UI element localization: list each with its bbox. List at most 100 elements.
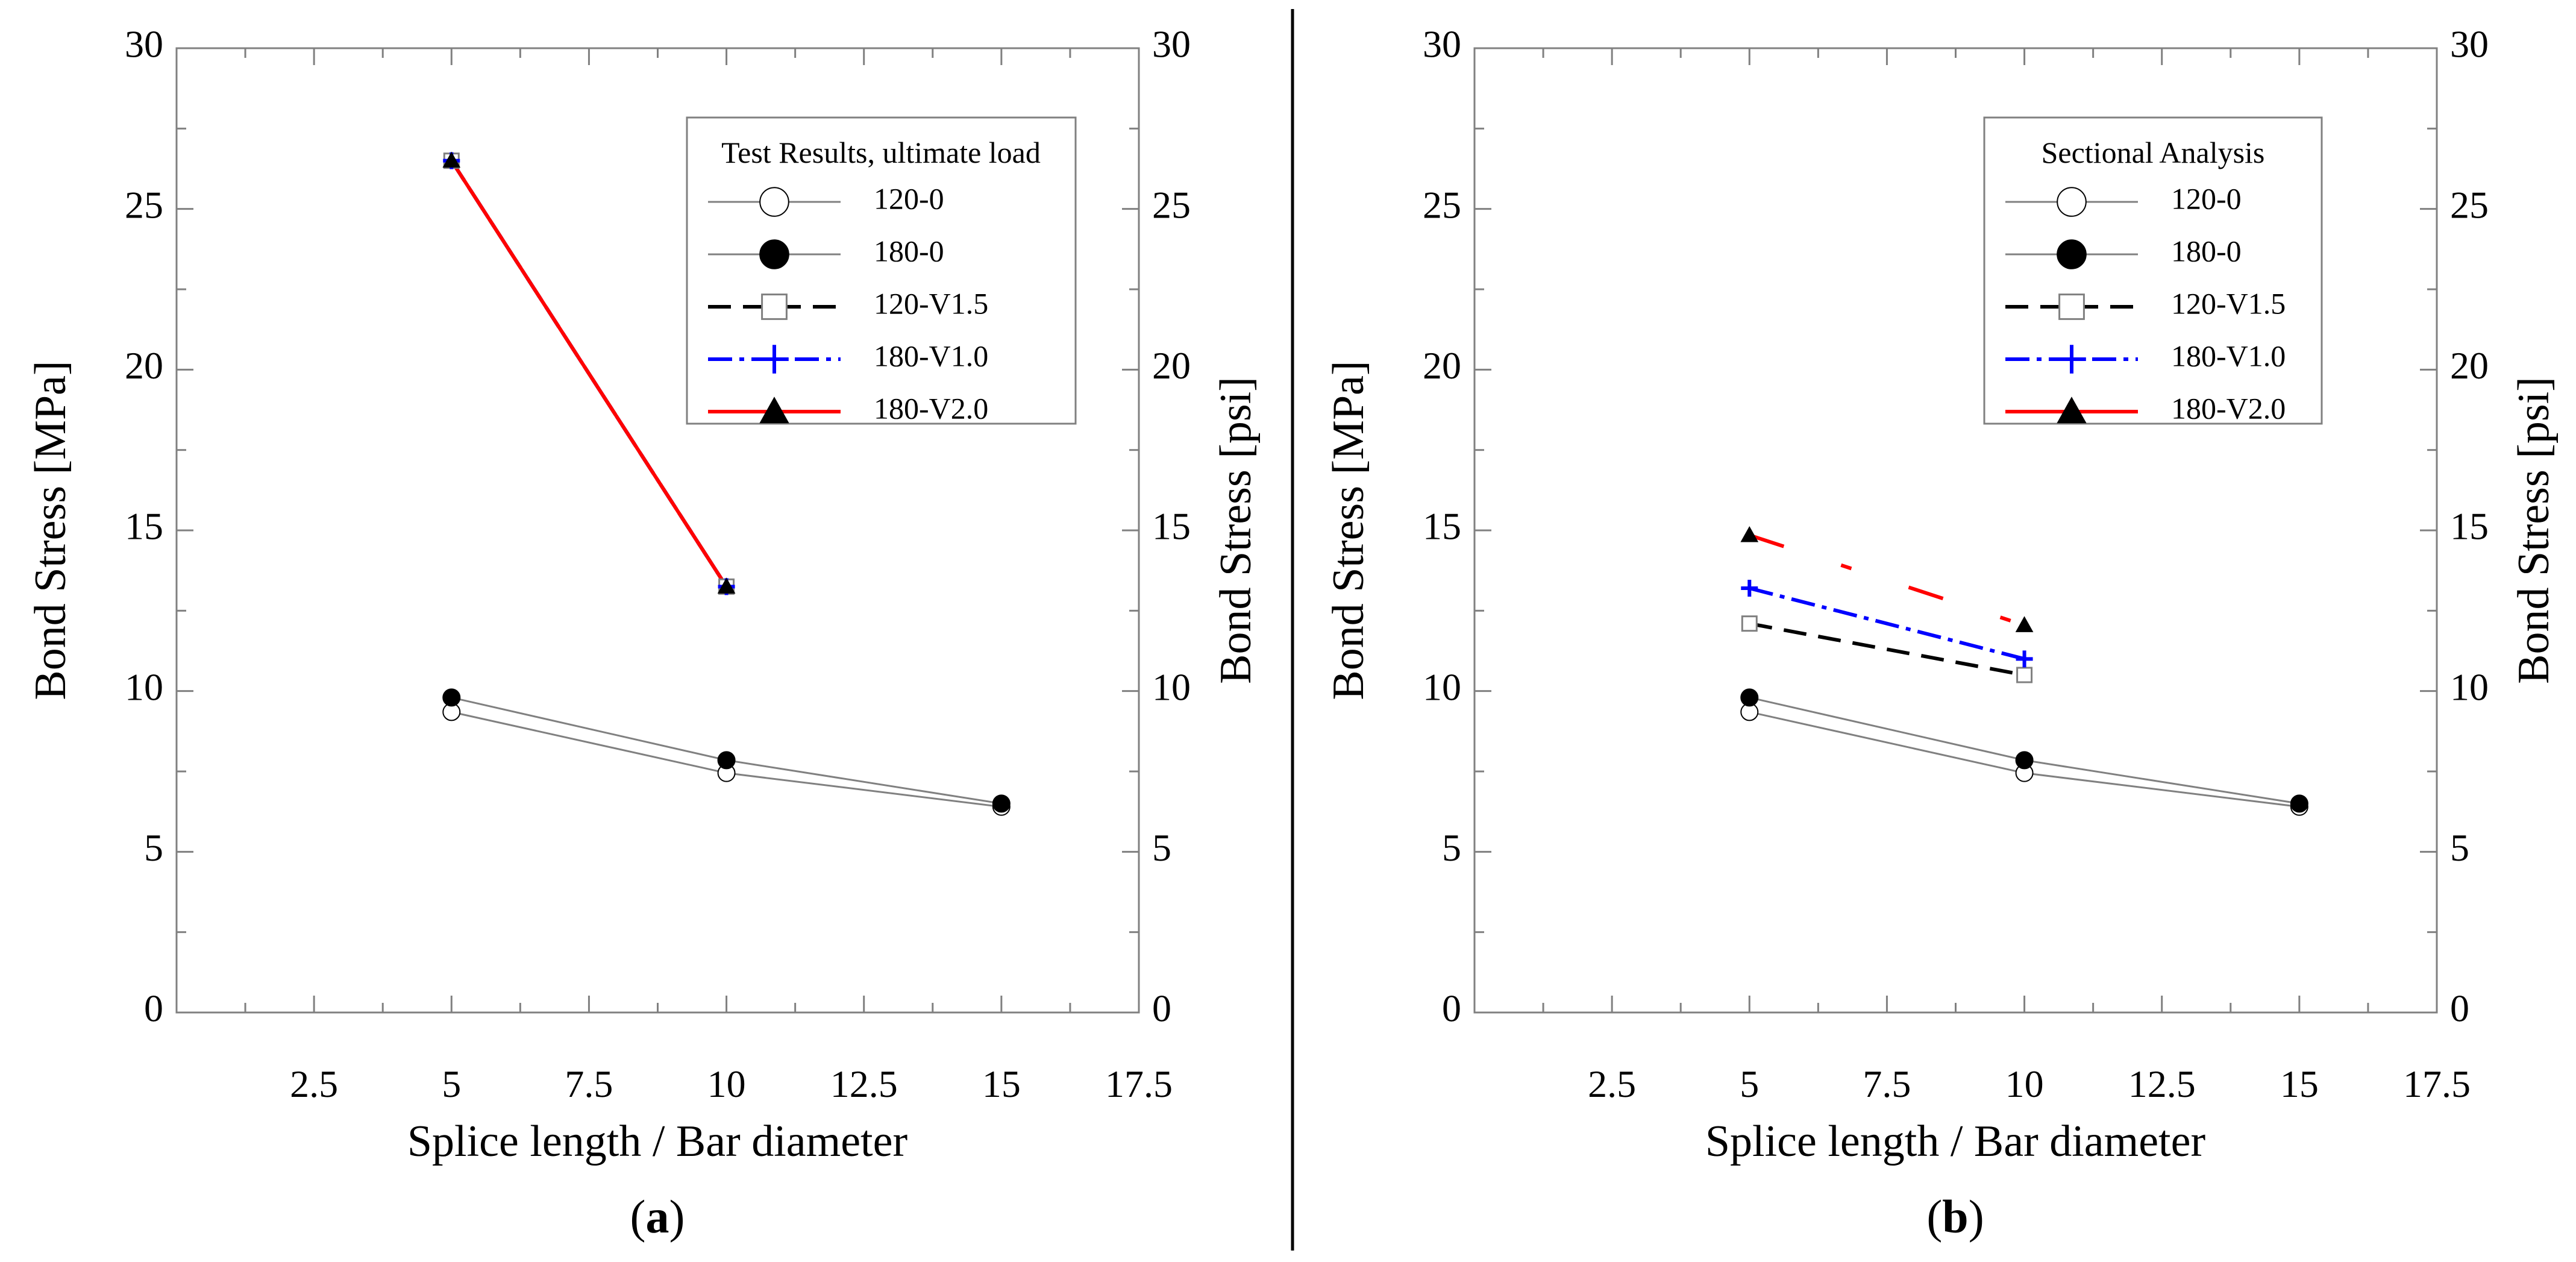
y-tick-labels-left: 0 5 10 15 20 25 30 xyxy=(1423,23,1461,1030)
x-axis-title: Splice length / Bar diameter xyxy=(1705,1117,2205,1166)
panel-b: 0 5 10 15 20 25 30 0 5 10 15 20 25 30 2.… xyxy=(1324,23,2559,1243)
y-tick-label-right: 0 xyxy=(2450,987,2469,1030)
x-tick-label: 2.5 xyxy=(290,1063,338,1105)
y-axis-title-left: Bond Stress [MPa] xyxy=(1324,360,1373,700)
legend-marker-180-V2.0 xyxy=(759,397,789,424)
y-tick-label: 20 xyxy=(1423,344,1461,387)
legend-label: 180-0 xyxy=(2171,234,2242,268)
y-tick-label: 10 xyxy=(1423,665,1461,708)
y-tick-label: 20 xyxy=(125,344,163,387)
data-point-180-V2.0 xyxy=(2015,616,2034,632)
x-tick-label: 15 xyxy=(2280,1063,2319,1105)
series-line-180-V2.0 xyxy=(1749,533,2025,627)
legend-label: 120-0 xyxy=(874,181,944,215)
legend-label: 120-V1.5 xyxy=(874,286,988,320)
data-point-180-V1.0 xyxy=(1741,580,1758,597)
legend-label: 180-V2.0 xyxy=(874,391,988,425)
y-tick-label: 30 xyxy=(1423,23,1461,66)
data-point-180-V1.0 xyxy=(2016,650,2033,668)
x-tick-label: 5 xyxy=(442,1063,461,1105)
legend-marker-180-V1.0 xyxy=(2057,345,2086,374)
tick-marks xyxy=(1473,47,2438,1014)
data-point-180-0 xyxy=(717,751,736,770)
y-tick-label-right: 20 xyxy=(2450,344,2489,387)
data-point-120-V1.5 xyxy=(2016,667,2033,683)
legend-marker-120-V1.5 xyxy=(761,294,788,320)
legend-box xyxy=(1983,116,2323,425)
y-tick-labels-right: 0 5 10 15 20 25 30 xyxy=(1152,23,1191,1030)
x-tick-label: 2.5 xyxy=(1588,1063,1636,1105)
x-axis-title: Splice length / Bar diameter xyxy=(407,1117,907,1166)
y-tick-labels-left: 0 5 10 15 20 25 30 xyxy=(125,23,163,1030)
data-point-120-V1.5 xyxy=(1741,615,1758,632)
y-axis-title-right: Bond Stress [psi] xyxy=(1211,377,1261,684)
y-tick-label-right: 10 xyxy=(2450,665,2489,708)
data-point-180-0 xyxy=(2015,751,2034,770)
series-line-180-V2.0 xyxy=(450,160,729,588)
series-line-180-V1.0 xyxy=(1749,586,2025,661)
y-tick-label-right: 5 xyxy=(2450,826,2469,869)
panel-label: (a) xyxy=(630,1190,685,1243)
legend-label: 180-V1.0 xyxy=(2171,339,2286,372)
y-tick-label: 5 xyxy=(1442,826,1461,869)
y-tick-labels-right: 0 5 10 15 20 25 30 xyxy=(2450,23,2489,1030)
legend-marker-120-0 xyxy=(2057,187,2087,217)
x-tick-label: 5 xyxy=(1740,1063,1759,1105)
y-tick-label: 25 xyxy=(125,183,163,226)
legend-marker-180-V1.0 xyxy=(760,345,789,374)
y-tick-label-right: 5 xyxy=(1152,826,1171,869)
legend-label: 120-V1.5 xyxy=(2171,286,2286,320)
data-point-180-V2.0 xyxy=(442,151,461,168)
data-point-180-0 xyxy=(442,688,461,707)
legend-title: Test Results, ultimate load xyxy=(721,136,1041,169)
x-tick-labels: 2.5 5 7.5 10 12.5 15 17.5 xyxy=(290,1063,1173,1105)
data-point-180-0 xyxy=(1740,688,1759,707)
x-tick-label: 12.5 xyxy=(2128,1063,2196,1105)
tick-marks xyxy=(175,47,1140,1014)
x-tick-label: 17.5 xyxy=(1105,1063,1173,1105)
x-tick-label: 10 xyxy=(2005,1063,2044,1105)
x-tick-label: 7.5 xyxy=(565,1063,613,1105)
x-tick-label: 17.5 xyxy=(2403,1063,2471,1105)
y-tick-label: 15 xyxy=(125,505,163,548)
x-tick-label: 12.5 xyxy=(830,1063,898,1105)
legend: Test Results, ultimate load 120-0 180-0 … xyxy=(686,116,1077,425)
y-tick-label: 5 xyxy=(144,826,163,869)
y-tick-label: 10 xyxy=(125,665,163,708)
series-markers xyxy=(1740,526,2308,816)
y-tick-label-right: 15 xyxy=(1152,505,1191,548)
series-markers xyxy=(442,151,1011,816)
series-line-180-0 xyxy=(1749,696,2300,805)
legend-box xyxy=(686,116,1077,425)
legend-marker-180-0 xyxy=(759,239,789,269)
y-tick-label-right: 30 xyxy=(1152,23,1191,66)
data-point-180-V2.0 xyxy=(1740,526,1759,542)
y-tick-label-right: 30 xyxy=(2450,23,2489,66)
y-tick-label: 30 xyxy=(125,23,163,66)
y-tick-label-right: 20 xyxy=(1152,344,1191,387)
y-tick-label: 15 xyxy=(1423,505,1461,548)
y-tick-label-right: 15 xyxy=(2450,505,2489,548)
y-axis-title-left: Bond Stress [MPa] xyxy=(26,360,75,700)
series-line-180-0 xyxy=(451,696,1002,805)
x-tick-label: 7.5 xyxy=(1863,1063,1911,1105)
y-tick-label: 0 xyxy=(1442,987,1461,1030)
legend: Sectional Analysis 120-0 180-0 120-V1.5 … xyxy=(1983,116,2323,425)
legend-marker-180-0 xyxy=(2057,239,2087,269)
y-tick-label-right: 25 xyxy=(1152,183,1191,226)
y-tick-label-right: 25 xyxy=(2450,183,2489,226)
y-tick-label-right: 0 xyxy=(1152,987,1171,1030)
legend-label: 180-V1.0 xyxy=(874,339,988,372)
legend-entries xyxy=(708,187,841,424)
y-axis-title-right: Bond Stress [psi] xyxy=(2509,377,2559,684)
y-tick-label: 25 xyxy=(1423,183,1461,226)
panel-a: 0 5 10 15 20 25 30 0 5 10 15 20 25 30 2.… xyxy=(26,23,1261,1243)
x-tick-label: 15 xyxy=(982,1063,1021,1105)
legend-marker-180-V2.0 xyxy=(2057,397,2087,424)
series-line-120-V1.5 xyxy=(1749,621,2025,677)
data-point-180-V2.0 xyxy=(717,577,736,594)
data-point-180-0 xyxy=(992,794,1011,813)
legend-marker-120-0 xyxy=(759,187,789,217)
legend-title: Sectional Analysis xyxy=(2042,136,2265,169)
